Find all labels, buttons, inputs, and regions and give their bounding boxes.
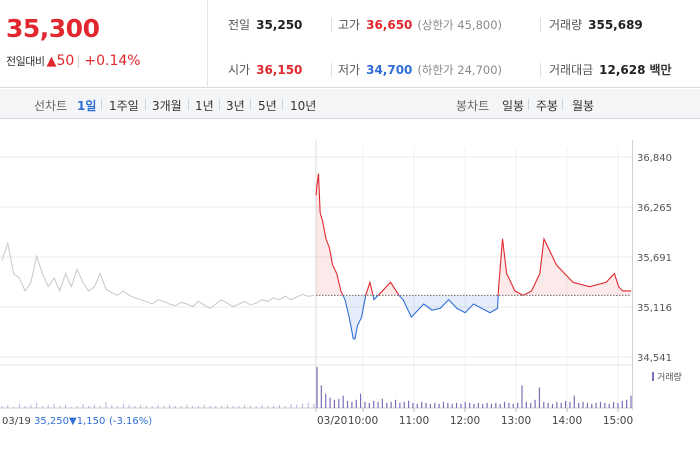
tab-10year[interactable]: 10년 (290, 99, 317, 113)
divider (562, 99, 563, 110)
tab-3year[interactable]: 3년 (226, 99, 245, 113)
divider (101, 99, 102, 110)
prev-day-close-label: 35,250 (34, 416, 69, 427)
tab-5year[interactable]: 5년 (258, 99, 277, 113)
tab-weekly-candle[interactable]: 주봉 (536, 99, 559, 113)
divider (331, 63, 332, 77)
price-change: 전일대비 ▲50 | +0.14% (6, 53, 141, 69)
up-triangle-icon: ▲ (46, 54, 57, 69)
divider (145, 99, 146, 110)
stat-value: 36,650 (366, 18, 413, 32)
volume-legend-swatch (652, 372, 654, 381)
divider (331, 18, 332, 32)
stat-value: 36,150 (256, 63, 303, 77)
prev-day-change-pct-label: (-3.16%) (109, 416, 152, 427)
prev-day-line (1, 241, 315, 309)
line-chart-title: 선차트 (34, 99, 68, 113)
change-value: 50 (56, 53, 75, 69)
x-tick-label: 12:00 (450, 415, 480, 427)
stat-prev-close: 전일 35,250 (228, 16, 302, 33)
up-area (498, 238, 631, 296)
y-tick-label: 36,840 (637, 153, 672, 164)
period-tabbar: 선차트 1일 1주일 3개월 1년 3년 5년 10년 봉차트 일봉 주봉 월봉 (0, 89, 700, 119)
today-price-line (315, 173, 631, 340)
up-area (316, 173, 343, 296)
down-series-line (342, 295, 367, 340)
tab-daily-candle[interactable]: 일봉 (502, 99, 525, 113)
y-tick-label: 34,541 (637, 353, 672, 364)
stat-value: 34,700 (366, 63, 413, 77)
down-series-line (398, 294, 499, 319)
intraday-price-chart[interactable]: 36,840 36,265 35,691 35,116 34,541 거래량 03/20… (0, 120, 700, 450)
today-fill-areas (316, 173, 631, 339)
stat-value: 12,628 (599, 63, 646, 77)
x-tick-label: 14:00 (552, 415, 582, 427)
stat-value: 355,689 (588, 18, 643, 32)
tab-3month[interactable]: 3개월 (152, 99, 182, 113)
y-tick-label: 35,691 (637, 253, 672, 264)
stat-label: 시가 (228, 63, 251, 77)
stat-label: 고가 (338, 18, 361, 32)
stat-open: 시가 36,150 (228, 61, 302, 78)
x-tick-label: 11:00 (399, 415, 429, 427)
stat-low: 저가 34,700 (하한가 24,700) (338, 61, 502, 78)
stat-high: 고가 36,650 (상한가 45,800) (338, 16, 502, 33)
stat-label: 저가 (338, 63, 361, 77)
divider (250, 99, 251, 110)
divider (540, 63, 541, 77)
quote-header: 35,300 전일대비 ▲50 | +0.14% 전일 35,250 고가 36,650 (… (0, 0, 700, 88)
stat-label: 전일 (228, 18, 251, 32)
divider: | (76, 54, 81, 68)
volume-legend-label: 거래량 (657, 371, 682, 383)
price-box: 35,300 전일대비 ▲50 | +0.14% (0, 0, 208, 88)
divider (540, 18, 541, 32)
divider (219, 99, 220, 110)
divider (528, 99, 529, 110)
prev-day-change-label: ▼1,150 (69, 416, 105, 427)
stat-lower-limit: (하한가 24,700) (417, 63, 503, 77)
y-tick-label: 36,265 (637, 203, 672, 214)
down-series-line (372, 294, 379, 301)
x-tick-label: 15:00 (603, 415, 633, 427)
x-tick-label: 13:00 (501, 415, 531, 427)
up-series-line (497, 236, 631, 296)
stat-unit: 백만 (649, 63, 672, 77)
up-series-line (377, 281, 400, 296)
y-tick-label: 35,116 (637, 303, 672, 314)
tab-monthly-candle[interactable]: 월봉 (572, 99, 595, 113)
stat-value: 35,250 (256, 18, 303, 32)
candle-chart-title: 봉차트 (456, 99, 490, 113)
volume-bars: 거래량 (0, 364, 682, 409)
stat-volume: 거래량 355,689 (549, 16, 643, 33)
up-area (365, 282, 373, 296)
current-price: 35,300 (6, 14, 100, 43)
x-tick-label: 03/20 (317, 415, 347, 427)
up-series-line (315, 173, 344, 296)
x-axis: 03/20 10:00 11:00 12:00 13:00 14:00 15:00 03/19… (2, 408, 633, 427)
change-label: 전일대비 (6, 55, 45, 68)
tab-1week[interactable]: 1주일 (109, 99, 139, 113)
change-percent: +0.14% (84, 53, 141, 69)
down-area (398, 295, 499, 318)
stat-amount: 거래대금 12,628 백만 (549, 61, 672, 78)
down-area (342, 295, 366, 339)
up-series-line (365, 280, 374, 296)
stat-upper-limit: (상한가 45,800) (417, 18, 503, 32)
divider (282, 99, 283, 110)
stat-label: 거래대금 (549, 63, 594, 77)
tab-1day[interactable]: 1일 (77, 99, 97, 113)
up-area (378, 282, 399, 296)
divider (188, 99, 189, 110)
prev-day-date-label: 03/19 (2, 416, 31, 427)
tab-1year[interactable]: 1년 (195, 99, 214, 113)
x-tick-label: 10:00 (348, 415, 378, 427)
stat-label: 거래량 (549, 18, 583, 32)
y-axis: 36,840 36,265 35,691 35,116 34,541 (637, 153, 672, 364)
prev-day-series-line (1, 241, 315, 309)
